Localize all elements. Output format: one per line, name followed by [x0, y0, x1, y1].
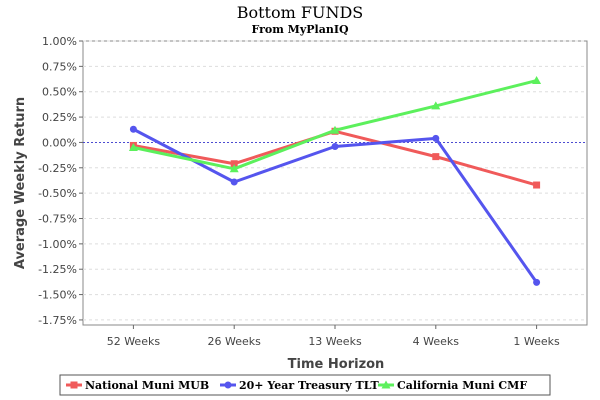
- data-point: [432, 134, 440, 142]
- x-tick-label: 4 Weeks: [413, 335, 460, 348]
- y-tick-label: -0.75%: [38, 213, 77, 226]
- data-point: [330, 125, 340, 134]
- plot-area: 1.00% 0.75% 0.50% 0.25% 0.00% -0.25% -0.50% -0.…: [38, 35, 588, 348]
- y-tick-label: -1.50%: [38, 289, 77, 302]
- x-tick-label: 26 Weeks: [208, 335, 262, 348]
- y-tick-label: 1.00%: [42, 35, 77, 48]
- chart-subtitle: From MyPlanIQ: [251, 23, 349, 36]
- data-point: [128, 143, 138, 151]
- y-tick-label: -1.25%: [38, 263, 77, 276]
- y-tick-label: -1.00%: [38, 238, 77, 251]
- y-tick-label: 0.25%: [42, 111, 77, 124]
- legend: National Muni MUB 20+ Year Treasury TLT Ca…: [59, 374, 551, 396]
- data-point: [129, 125, 137, 133]
- y-axis-label: Average Weekly Return: [13, 97, 28, 269]
- y-tick-label: 0.50%: [42, 86, 77, 99]
- series-2: [129, 125, 541, 286]
- data-point: [230, 178, 238, 186]
- data-point: [331, 142, 339, 150]
- data-point: [229, 164, 239, 173]
- plot-frame: [82, 40, 588, 326]
- series-3: [128, 76, 542, 173]
- legend-label: 20+ Year Treasury TLT: [239, 379, 380, 392]
- data-point: [533, 181, 541, 189]
- y-tick-label: -0.25%: [38, 162, 77, 175]
- y-tick-label: 0.75%: [42, 60, 77, 73]
- legend-swatch-marker: [381, 380, 391, 389]
- y-tick-label: -0.50%: [38, 187, 77, 200]
- data-point: [532, 76, 542, 85]
- legend-label: National Muni MUB: [85, 379, 209, 392]
- data-point: [431, 101, 441, 110]
- y-tick-label: -1.75%: [38, 314, 77, 327]
- x-tick-label: 13 Weeks: [308, 335, 362, 348]
- x-tick-label: 52 Weeks: [107, 335, 161, 348]
- x-tick-label: 1 Weeks: [513, 335, 560, 348]
- y-tick-label: 0.00%: [42, 136, 77, 149]
- legend-label: California Muni CMF: [397, 379, 527, 392]
- data-point: [533, 278, 541, 286]
- data-point: [432, 153, 440, 161]
- x-axis-label: Time Horizon: [288, 357, 385, 372]
- legend-swatch-marker: [224, 381, 232, 389]
- data-point: [230, 160, 238, 168]
- legend-swatch-marker: [70, 381, 78, 389]
- legend-box: [59, 374, 551, 396]
- chart-title: Bottom FUNDS: [237, 3, 364, 22]
